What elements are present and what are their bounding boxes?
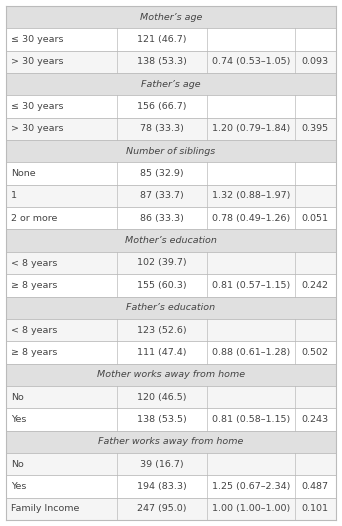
Bar [6, 252, 336, 274]
Bar [6, 386, 336, 408]
Bar [6, 363, 336, 386]
Bar [6, 476, 336, 498]
Bar [6, 341, 336, 363]
Bar [6, 73, 336, 95]
Text: 121 (46.7): 121 (46.7) [137, 35, 187, 44]
Text: 78 (33.3): 78 (33.3) [140, 125, 184, 134]
Text: 0.242: 0.242 [302, 281, 329, 290]
Bar [6, 453, 336, 476]
Bar [6, 95, 336, 118]
Text: 138 (53.5): 138 (53.5) [137, 415, 187, 424]
Text: 102 (39.7): 102 (39.7) [137, 258, 187, 268]
Bar [6, 431, 336, 453]
Bar [6, 6, 336, 28]
Text: > 30 years: > 30 years [11, 57, 64, 66]
Bar [6, 274, 336, 297]
Text: ≤ 30 years: ≤ 30 years [11, 35, 64, 44]
Text: 194 (83.3): 194 (83.3) [137, 482, 187, 491]
Text: No: No [11, 392, 24, 401]
Bar [6, 28, 336, 50]
Text: 0.88 (0.61–1.28): 0.88 (0.61–1.28) [212, 348, 290, 357]
Text: > 30 years: > 30 years [11, 125, 64, 134]
Bar [6, 408, 336, 431]
Text: Yes: Yes [11, 415, 26, 424]
Bar [6, 50, 336, 73]
Bar [6, 140, 336, 163]
Text: 2 or more: 2 or more [11, 214, 57, 223]
Text: ≥ 8 years: ≥ 8 years [11, 281, 57, 290]
Text: 155 (60.3): 155 (60.3) [137, 281, 187, 290]
Text: Mother’s education: Mother’s education [125, 236, 217, 245]
Text: < 8 years: < 8 years [11, 258, 57, 268]
Bar [6, 319, 336, 341]
Text: 0.051: 0.051 [302, 214, 329, 223]
Text: 0.487: 0.487 [302, 482, 329, 491]
Bar [6, 229, 336, 252]
Text: ≤ 30 years: ≤ 30 years [11, 102, 64, 111]
Text: 39 (16.7): 39 (16.7) [140, 460, 184, 469]
Text: 138 (53.3): 138 (53.3) [137, 57, 187, 66]
Text: Family Income: Family Income [11, 504, 79, 513]
Bar [6, 207, 336, 229]
Bar [6, 297, 336, 319]
Text: 0.395: 0.395 [302, 125, 329, 134]
Text: 1.25 (0.67–2.34): 1.25 (0.67–2.34) [212, 482, 290, 491]
Text: 87 (33.7): 87 (33.7) [140, 191, 184, 200]
Text: ≥ 8 years: ≥ 8 years [11, 348, 57, 357]
Text: 0.101: 0.101 [302, 504, 329, 513]
Text: No: No [11, 460, 24, 469]
Text: 1: 1 [11, 191, 17, 200]
Bar [6, 118, 336, 140]
Text: 1.20 (0.79–1.84): 1.20 (0.79–1.84) [212, 125, 290, 134]
Bar [6, 498, 336, 520]
Text: < 8 years: < 8 years [11, 326, 57, 335]
Text: 0.502: 0.502 [302, 348, 329, 357]
Text: 156 (66.7): 156 (66.7) [137, 102, 187, 111]
Text: 85 (32.9): 85 (32.9) [140, 169, 184, 178]
Text: 0.243: 0.243 [302, 415, 329, 424]
Text: 0.78 (0.49–1.26): 0.78 (0.49–1.26) [212, 214, 290, 223]
Text: 0.81 (0.57–1.15): 0.81 (0.57–1.15) [212, 281, 290, 290]
Text: Mother’s age: Mother’s age [140, 13, 202, 22]
Text: Father’s education: Father’s education [127, 303, 215, 312]
Text: Father’s age: Father’s age [141, 80, 201, 89]
Text: Mother works away from home: Mother works away from home [97, 370, 245, 379]
Bar [6, 185, 336, 207]
Text: 1.32 (0.88–1.97): 1.32 (0.88–1.97) [212, 191, 290, 200]
Text: Father works away from home: Father works away from home [98, 437, 244, 446]
Bar [6, 163, 336, 185]
Text: None: None [11, 169, 36, 178]
Text: 111 (47.4): 111 (47.4) [137, 348, 187, 357]
Text: 247 (95.0): 247 (95.0) [137, 504, 187, 513]
Text: 1.00 (1.00–1.00): 1.00 (1.00–1.00) [212, 504, 290, 513]
Text: 86 (33.3): 86 (33.3) [140, 214, 184, 223]
Text: 0.81 (0.58–1.15): 0.81 (0.58–1.15) [212, 415, 290, 424]
Text: 0.093: 0.093 [302, 57, 329, 66]
Text: 0.74 (0.53–1.05): 0.74 (0.53–1.05) [212, 57, 290, 66]
Text: Yes: Yes [11, 482, 26, 491]
Text: 123 (52.6): 123 (52.6) [137, 326, 187, 335]
Text: Number of siblings: Number of siblings [127, 147, 215, 156]
Text: 120 (46.5): 120 (46.5) [137, 392, 187, 401]
